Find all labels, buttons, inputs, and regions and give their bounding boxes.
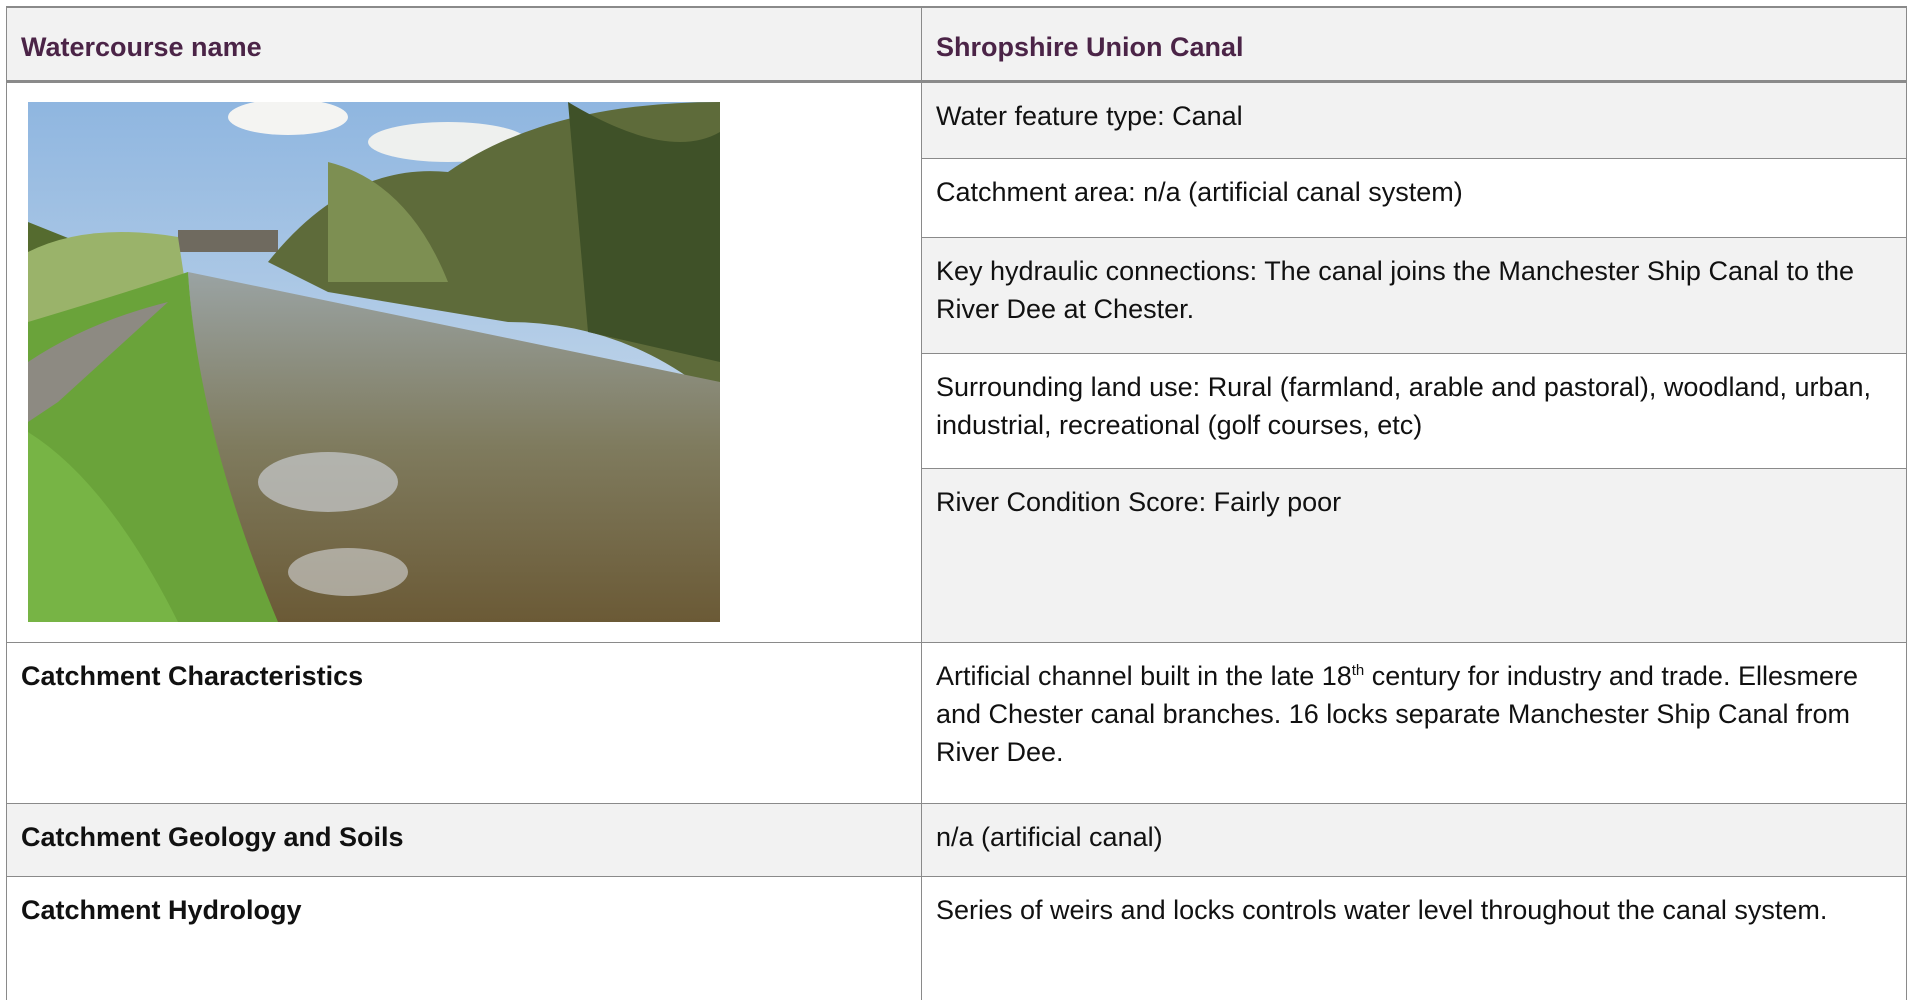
row-text: n/a (artificial canal) <box>921 803 1907 876</box>
feature-cell: Surrounding land use: Rural (farmland, a… <box>921 353 1907 468</box>
text-run: Artificial channel built in the late 18 <box>936 661 1352 691</box>
row-label: Catchment Characteristics <box>6 642 921 803</box>
feature-cell: Water feature type: Canal <box>921 82 1907 158</box>
text-run: Series of weirs and locks controls water… <box>936 895 1828 925</box>
text-run: th <box>1351 662 1365 679</box>
row-label: Catchment Hydrology <box>6 876 921 1000</box>
text-run: n/a (artificial canal) <box>936 822 1163 852</box>
row-label: Catchment Geology and Soils <box>6 803 921 876</box>
feature-cell: Key hydraulic connections: The canal joi… <box>921 237 1907 353</box>
header-right: Shropshire Union Canal <box>921 6 1907 82</box>
canal-photo <box>28 102 720 622</box>
feature-cell: River Condition Score: Fairly poor <box>921 468 1907 642</box>
text-run: century for industry and trade. Ellesmer… <box>936 661 1858 767</box>
photo-cell <box>6 82 921 642</box>
row-text: Series of weirs and locks controls water… <box>921 876 1907 1000</box>
row-text: Artificial channel built in the late 18t… <box>921 642 1907 803</box>
header-rule <box>6 80 1907 83</box>
feature-cell: Catchment area: n/a (artificial canal sy… <box>921 158 1907 237</box>
header-left: Watercourse name <box>6 6 921 82</box>
